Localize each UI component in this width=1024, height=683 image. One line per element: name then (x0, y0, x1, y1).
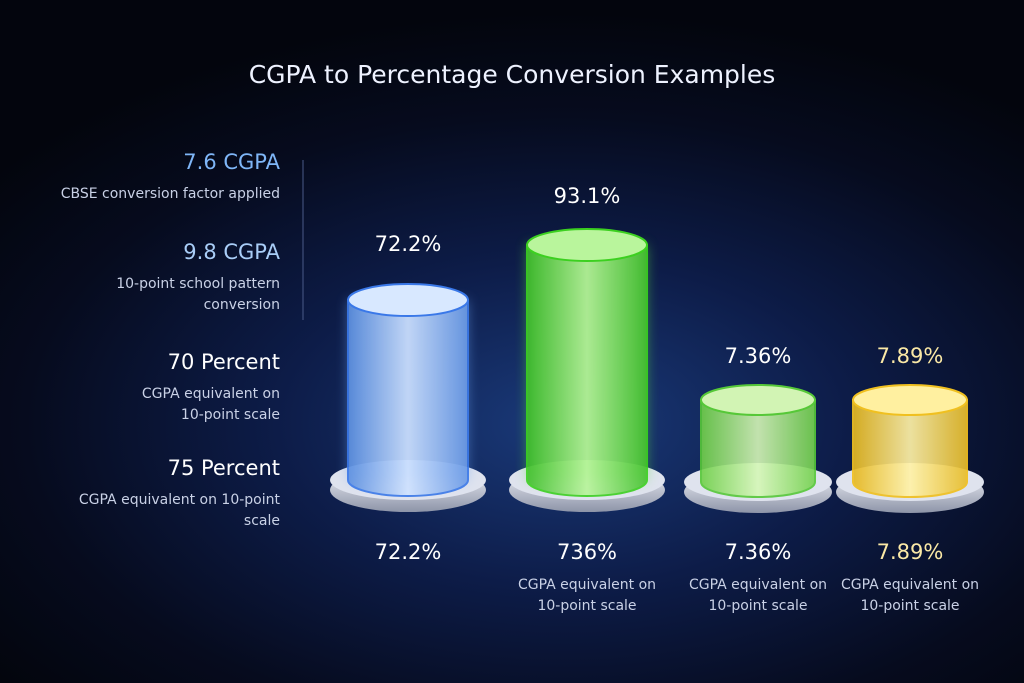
item-heading: 75 Percent (167, 456, 280, 480)
sidebar-item: 7.6 CGPA CBSE conversion factor applied (40, 150, 280, 205)
column-top-label: 7.36% (724, 344, 792, 368)
sidebar-item: 9.8 CGPA 10-point school pattern convers… (80, 240, 280, 316)
item-text: 10-point school pattern conversion (116, 276, 280, 313)
cylinder (330, 283, 486, 512)
cylinder (509, 228, 665, 512)
item-heading: 9.8 CGPA (183, 240, 280, 264)
column-bottom-label: 7.36% (724, 540, 792, 564)
sidebar-item: 75 Percent CGPA equivalent on 10-point s… (40, 456, 280, 532)
column-bottom-label: 72.2% (374, 540, 442, 564)
column-bottom-label: 736% (556, 540, 618, 564)
column-caption: CGPA equivalent on 10-point scale (840, 577, 980, 614)
column-caption: CGPA equivalent on 10-point scale (688, 577, 828, 614)
column-caption: CGPA equivalent on 10-point scale (517, 577, 657, 614)
item-heading: 70 Percent (167, 350, 280, 374)
item-text: CBSE conversion factor applied (60, 186, 280, 202)
column-top-label: 93.1% (553, 184, 621, 208)
column-top-label: 72.2% (374, 232, 442, 256)
item-text: CGPA equivalent on 10-point scale (78, 492, 280, 529)
cylinder (684, 384, 832, 513)
column-top-label: 7.89% (876, 344, 944, 368)
title: CGPA to Percentage Conversion Examples (248, 60, 776, 89)
item-heading: 7.6 CGPA (183, 150, 280, 174)
column-bottom-label: 7.89% (876, 540, 944, 564)
sidebar-item: 70 Percent CGPA equivalent on 10-point s… (130, 350, 280, 426)
item-text: CGPA equivalent on 10-point scale (141, 386, 280, 423)
cylinder (836, 384, 984, 513)
